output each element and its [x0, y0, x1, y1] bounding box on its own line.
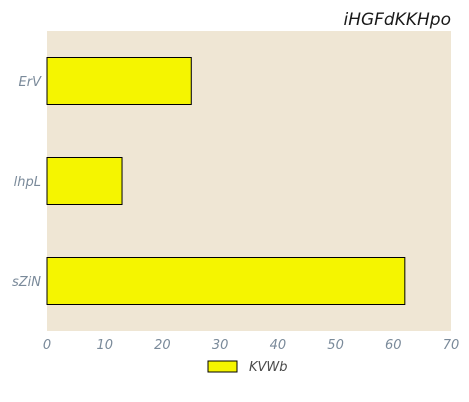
y-tick-labels: ErV lhpL sZiN: [12, 75, 42, 290]
x-tick-label: 60: [385, 338, 402, 353]
legend-swatch: [207, 360, 238, 373]
x-tick-label: 50: [327, 338, 344, 353]
bar-ErV: [46, 57, 192, 105]
chart-title: iHGFdKKHpo: [343, 10, 451, 30]
bar-sZiN: [46, 257, 406, 305]
x-tick-label: 0: [43, 338, 51, 353]
y-tick-label: ErV: [19, 75, 43, 90]
y-tick-label: lhpL: [14, 175, 41, 190]
x-tick-labels: 0 10 20 30 40 50 60 70: [43, 338, 459, 353]
x-tick-label: 10: [96, 338, 113, 353]
x-tick-label: 30: [212, 338, 229, 353]
x-tick-label: 20: [154, 338, 171, 353]
legend-label: KVWb: [249, 360, 288, 375]
bar-lhpL: [46, 157, 123, 205]
legend: KVWb: [207, 360, 288, 375]
y-tick-label: sZiN: [12, 275, 41, 290]
x-tick-label: 70: [443, 338, 460, 353]
bars-group: [46, 57, 406, 305]
x-tick-label: 40: [270, 338, 287, 353]
